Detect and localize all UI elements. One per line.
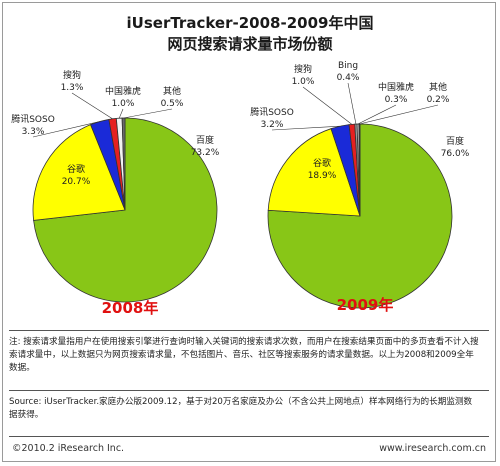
slice-value-label: 0.5% bbox=[161, 99, 184, 109]
leader-line bbox=[347, 82, 357, 125]
note-section: 注: 搜索请求量指用户在使用搜索引擎进行查询时输入关键词的搜索请求次数，而用户在… bbox=[9, 330, 489, 375]
year-label: 2009年 bbox=[337, 296, 394, 314]
slice-value-label: 0.4% bbox=[337, 73, 360, 83]
pie-2 bbox=[267, 123, 453, 309]
slice-value-label: 18.9% bbox=[308, 171, 337, 181]
slice-label: 其他 bbox=[429, 81, 447, 93]
leader-line bbox=[271, 125, 340, 131]
slice-value-label: 20.7% bbox=[62, 177, 91, 187]
slice-label: 腾讯SOSO bbox=[11, 113, 55, 125]
copyright-text: ©2010.2 iResearch Inc. bbox=[12, 443, 125, 454]
slice-label: 中国雅虎 bbox=[105, 85, 141, 97]
leader-line bbox=[32, 121, 100, 138]
leader-line bbox=[71, 92, 113, 120]
leader-line bbox=[302, 86, 353, 125]
footer-divider bbox=[9, 436, 489, 437]
chart-title-line1: iUserTracker-2008-2009年中国 bbox=[126, 14, 374, 32]
slice-label: 搜狗 bbox=[294, 63, 312, 75]
pie-charts: 百度 73.2% 谷歌 20.7% 腾讯SOSO 3.3% 搜狗 1.3% 中国雅虎 1.0% 其他… bbox=[11, 61, 470, 317]
slice-label: 百度 bbox=[196, 134, 214, 146]
leader-line bbox=[357, 104, 397, 125]
slice-label: 百度 bbox=[446, 135, 464, 147]
chart-title-line2: 网页搜索请求量市场份额 bbox=[167, 35, 333, 53]
slice-label: 中国雅虎 bbox=[378, 81, 414, 93]
slice-label: Bing bbox=[338, 61, 358, 71]
slice-label: 谷歌 bbox=[67, 163, 85, 175]
pie-slice bbox=[32, 124, 126, 221]
pie-1 bbox=[32, 117, 218, 303]
slice-value-label: 0.3% bbox=[385, 95, 408, 105]
slice-label: 搜狗 bbox=[63, 69, 81, 81]
note-text: 注: 搜索请求量指用户在使用搜索引擎进行查询时输入关键词的搜索请求次数，而用户在… bbox=[9, 337, 479, 373]
slice-label: 谷歌 bbox=[313, 157, 331, 169]
website-link[interactable]: www.iresearch.com.cn bbox=[379, 443, 486, 454]
slice-value-label: 1.3% bbox=[61, 83, 84, 93]
slice-value-label: 73.2% bbox=[191, 148, 220, 158]
source-text: Source: iUserTracker.家庭办公版2009.12，基于对20万… bbox=[9, 397, 473, 420]
slice-value-label: 3.3% bbox=[22, 127, 45, 137]
leader-line bbox=[123, 108, 173, 119]
year-label: 2008年 bbox=[102, 299, 159, 317]
leader-line bbox=[359, 104, 439, 125]
slice-value-label: 0.2% bbox=[427, 95, 450, 105]
slice-value-label: 1.0% bbox=[112, 99, 135, 109]
slice-value-label: 3.2% bbox=[261, 120, 284, 130]
slice-label: 其他 bbox=[163, 85, 181, 97]
slice-value-label: 1.0% bbox=[292, 77, 315, 87]
pie-slice bbox=[267, 128, 361, 217]
slice-label: 腾讯SOSO bbox=[250, 106, 294, 118]
leader-line bbox=[118, 108, 124, 119]
slice-value-label: 76.0% bbox=[441, 149, 470, 159]
source-section: Source: iUserTracker.家庭办公版2009.12，基于对20万… bbox=[9, 390, 489, 422]
